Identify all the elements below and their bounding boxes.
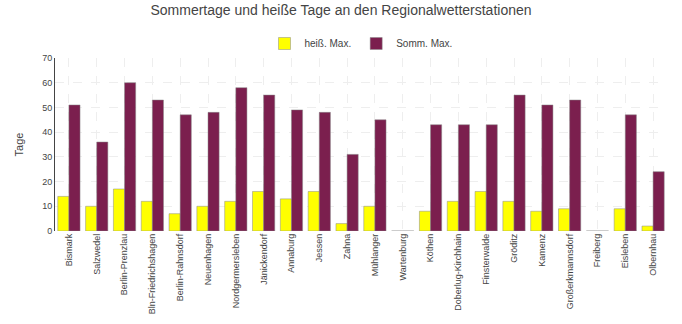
svg-text:Mühlanger: Mühlanger — [370, 234, 380, 277]
svg-text:Gröditz: Gröditz — [509, 233, 519, 263]
svg-text:20: 20 — [42, 177, 52, 187]
svg-text:Olbernhau: Olbernhau — [648, 234, 658, 276]
svg-text:Jänickendorf: Jänickendorf — [259, 233, 269, 285]
svg-text:Jessen: Jessen — [314, 234, 324, 263]
svg-text:Freiberg: Freiberg — [592, 234, 602, 268]
svg-text:heiß. Max.: heiß. Max. — [305, 38, 352, 49]
svg-text:Finsterwalde: Finsterwalde — [481, 234, 491, 285]
svg-text:10: 10 — [42, 201, 52, 211]
svg-text:40: 40 — [42, 127, 52, 137]
svg-text:0: 0 — [47, 226, 52, 236]
svg-text:Doberlug-Kirchhain: Doberlug-Kirchhain — [453, 234, 463, 311]
svg-text:Bismark: Bismark — [64, 233, 74, 266]
svg-text:Berlin-Rahnsdorf: Berlin-Rahnsdorf — [175, 233, 185, 301]
svg-text:Wartenburg: Wartenburg — [398, 234, 408, 281]
svg-text:Eisleben: Eisleben — [620, 234, 630, 269]
svg-text:Großerkmannsdorf: Großerkmannsdorf — [565, 233, 575, 309]
svg-text:Kamenz: Kamenz — [537, 233, 547, 267]
svg-text:Tage: Tage — [13, 133, 25, 157]
svg-text:Zahna: Zahna — [342, 234, 352, 260]
svg-text:Annaburg: Annaburg — [286, 234, 296, 273]
svg-text:70: 70 — [42, 53, 52, 63]
svg-text:50: 50 — [42, 103, 52, 113]
svg-text:Salzwedel: Salzwedel — [92, 234, 102, 275]
svg-text:Somm. Max.: Somm. Max. — [396, 38, 452, 49]
svg-text:Neuenhagen: Neuenhagen — [203, 234, 213, 286]
svg-text:Berlin-Prenzlau: Berlin-Prenzlau — [119, 234, 129, 296]
svg-text:Köthen: Köthen — [425, 234, 435, 263]
svg-text:30: 30 — [42, 152, 52, 162]
svg-text:Nordgermersleben: Nordgermersleben — [231, 234, 241, 309]
svg-text:Bln-Friedrichshagen: Bln-Friedrichshagen — [147, 234, 157, 315]
svg-text:Sommertage und heiße Tage an d: Sommertage und heiße Tage an den Regiona… — [150, 2, 531, 18]
svg-text:60: 60 — [42, 78, 52, 88]
